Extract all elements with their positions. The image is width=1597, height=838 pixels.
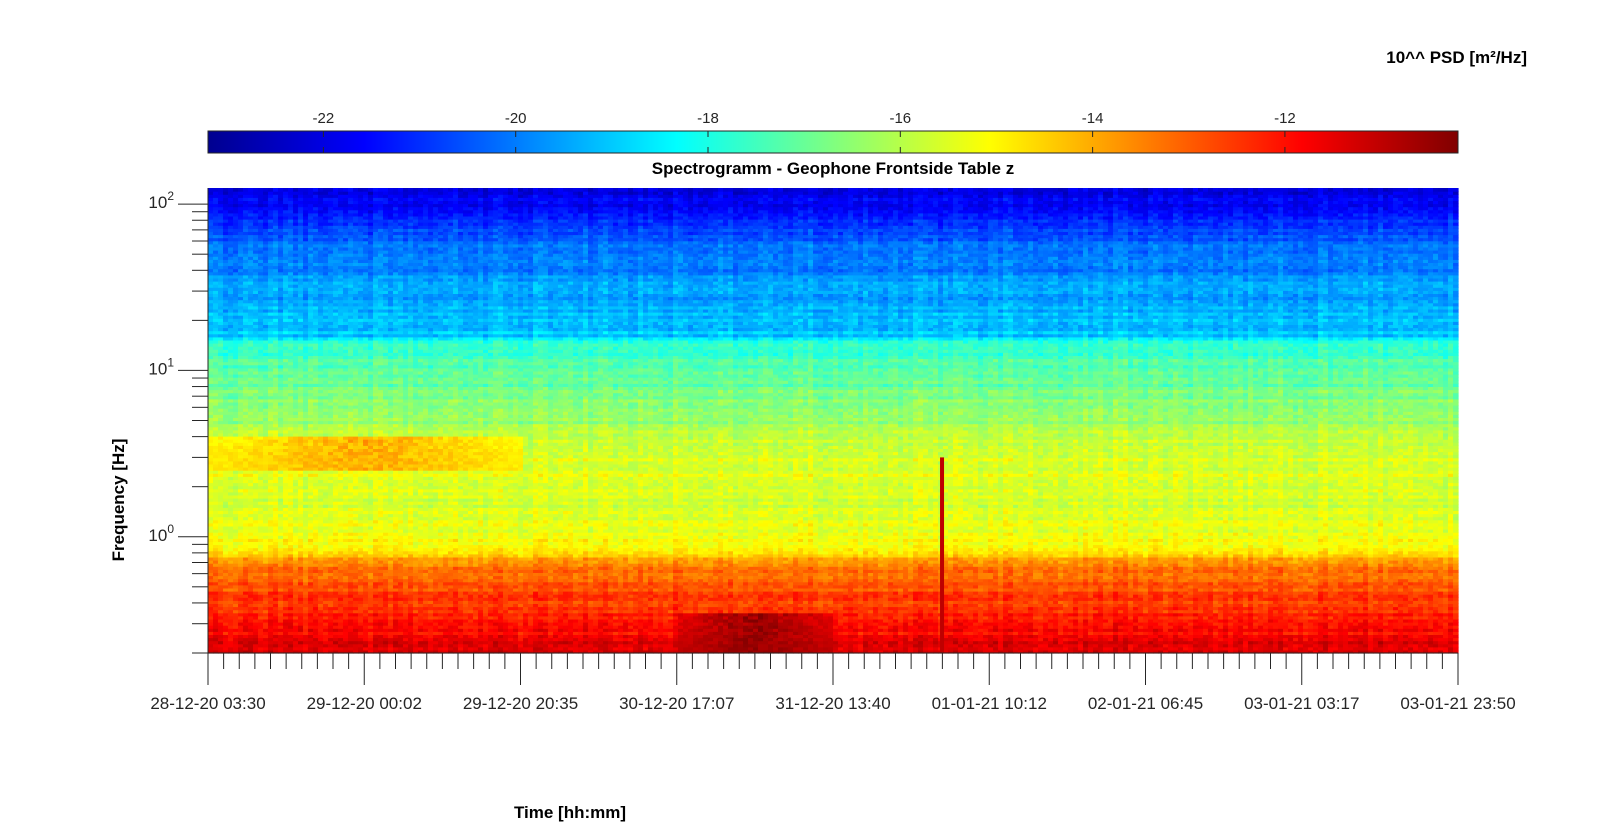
heatmap-cell <box>283 188 289 192</box>
colorbar-tick-label: -14 <box>1082 110 1104 127</box>
heatmap-cell <box>223 188 229 192</box>
colorbar-gradient <box>208 131 1458 153</box>
heatmap-cell <box>228 188 234 192</box>
heatmap-cell <box>243 188 249 192</box>
heatmap-cell <box>238 188 244 192</box>
heatmap-cell <box>263 188 269 192</box>
heatmap-cell <box>213 188 219 192</box>
heatmap-cell <box>218 188 224 192</box>
heatmap-cell <box>208 188 214 192</box>
colorbar-tick-label: -18 <box>697 110 719 127</box>
colorbar: -22 -20 -18 -16 -14 -12 <box>208 110 1458 153</box>
heatmap-cell <box>293 188 299 192</box>
heatmap-cell <box>233 188 239 192</box>
heatmap-cell <box>273 188 279 192</box>
heatmap-cell <box>298 188 304 192</box>
heatmap-cell <box>258 188 264 192</box>
heatmap-cell <box>248 188 254 192</box>
heatmap-cell <box>288 188 294 192</box>
heatmap-cell <box>268 188 274 192</box>
colorbar-tick-label: -12 <box>1274 110 1296 127</box>
heatmap-cell <box>253 188 259 192</box>
heatmap-cell <box>278 188 284 192</box>
colorbar-tick-label: -16 <box>889 110 911 127</box>
colorbar-tick-label: -20 <box>505 110 527 127</box>
spectrogram-heatmap <box>208 188 1459 654</box>
colorbar-tick-label: -22 <box>313 110 335 127</box>
